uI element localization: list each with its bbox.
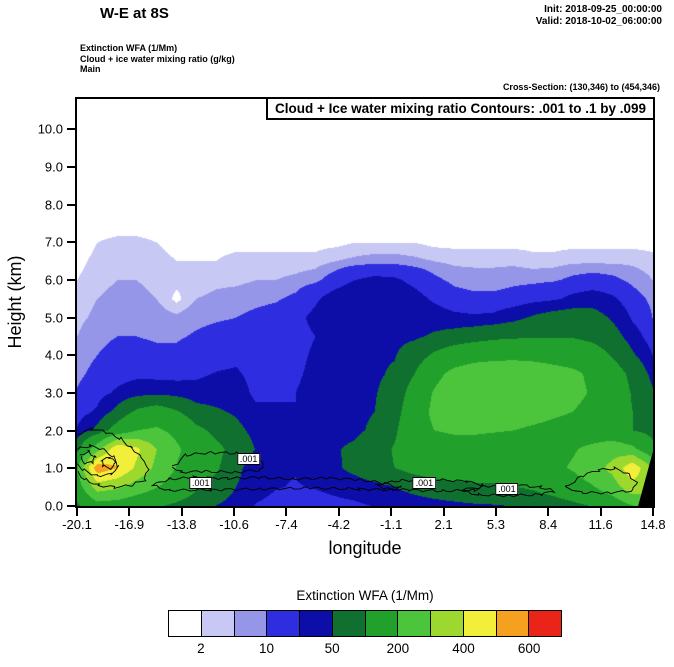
- x-tick-mark: [128, 508, 131, 516]
- y-tick-mark: [67, 203, 75, 206]
- y-tick-label: 6.0: [44, 272, 63, 288]
- y-tick-label: 0.0: [44, 498, 63, 514]
- colorbar-cell: [529, 611, 561, 636]
- y-tick-mark: [67, 316, 75, 319]
- colorbar-tick-label: 600: [517, 641, 541, 656]
- x-tick-mark: [494, 508, 497, 516]
- y-tick-mark: [67, 505, 75, 507]
- x-tick-mark: [442, 508, 445, 516]
- x-tick-label: 5.3: [486, 517, 505, 532]
- cloud-mixing-ratio-contour: [100, 456, 117, 470]
- x-tick-label: -7.4: [275, 517, 298, 532]
- y-axis-title: Height (km): [5, 255, 25, 349]
- x-tick-label: 11.6: [588, 517, 613, 532]
- y-tick-label: 3.0: [44, 385, 63, 401]
- y-tick-label: 4.0: [44, 347, 63, 363]
- colorbar-cell: [267, 611, 300, 636]
- cloud-mixing-ratio-contour: [564, 466, 639, 495]
- y-tick-mark: [67, 279, 75, 282]
- colorbar-cell: [365, 611, 399, 636]
- x-tick-label: -10.6: [219, 517, 249, 532]
- colorbar-tick-label: 2: [197, 641, 205, 656]
- y-tick-mark: [67, 392, 75, 395]
- cloud-mixing-ratio-contour: [77, 444, 120, 477]
- field-info: Extinction WFA (1/Mm) Cloud + ice water …: [80, 43, 235, 75]
- cloud-contour-value-label: .001: [412, 477, 437, 490]
- field-line-cloud-ice: Cloud + ice water mixing ratio (g/kg): [80, 53, 235, 64]
- cloud-contour-value-label: .001: [495, 483, 519, 496]
- cloud-mixing-ratio-contour: [151, 475, 402, 492]
- cloud-contour-value-label: .001: [236, 453, 261, 466]
- init-time: Init: 2018-09-25_00:00:00: [544, 4, 662, 15]
- cloud-contour-value-label: .001: [189, 477, 213, 490]
- y-tick-label: 8.0: [44, 197, 63, 213]
- x-tick-label: -4.2: [327, 517, 351, 532]
- colorbar-tick-label: 10: [258, 641, 275, 656]
- colorbar-cell: [169, 611, 202, 636]
- field-line-domain: Main: [80, 64, 101, 74]
- x-tick-mark: [76, 508, 78, 516]
- y-tick-mark: [67, 241, 75, 244]
- x-tick-label: 14.8: [640, 517, 666, 532]
- colorbar-cell: [332, 611, 366, 636]
- y-tick-label: 7.0: [44, 234, 63, 250]
- x-tick-label: -13.8: [166, 517, 197, 532]
- colorbar-title: Extinction WFA (1/Mm): [296, 588, 434, 603]
- y-tick-mark: [67, 128, 75, 131]
- run-times: Init: 2018-09-25_00:00:00 Valid: 2018-10…: [536, 4, 662, 28]
- cross-section-label: Cross-Section: (130,346) to (454,346): [502, 82, 660, 92]
- x-tick-label: 2.1: [434, 517, 453, 532]
- colorbar-tick-label: 200: [386, 641, 410, 656]
- x-tick-mark: [390, 508, 393, 516]
- y-tick-mark: [67, 467, 75, 470]
- x-tick-label: -16.9: [114, 517, 145, 532]
- page-title: W-E at 8S: [100, 5, 169, 22]
- x-axis-title: longitude: [328, 538, 402, 558]
- cloud-contour-overlay: [77, 427, 653, 506]
- filled-contour-canvas: [77, 99, 653, 506]
- x-tick-mark: [547, 508, 550, 516]
- y-tick-label: 2.0: [44, 423, 63, 439]
- y-tick-mark: [67, 429, 75, 432]
- y-tick-mark: [67, 166, 75, 169]
- colorbar-cell: [201, 611, 235, 636]
- x-tick-label: 8.4: [539, 517, 558, 532]
- x-tick-mark: [180, 508, 183, 516]
- colorbar-cell: [300, 611, 333, 636]
- terrain-silhouette: [638, 451, 653, 506]
- x-tick-mark: [285, 508, 288, 516]
- y-tick-label: 10.0: [37, 121, 63, 137]
- colorbar-cell: [234, 611, 268, 636]
- x-tick-mark: [652, 508, 654, 516]
- colorbar-cell: [398, 611, 431, 636]
- valid-time: Valid: 2018-10-02_06:00:00: [535, 16, 662, 27]
- x-tick-label: -1.1: [379, 517, 403, 532]
- plot-area: .001 .001 .001 .001 Cloud + Ice water mixin…: [75, 97, 655, 508]
- cloud-mixing-ratio-contour: [77, 427, 150, 490]
- x-tick-label: -20.1: [62, 517, 92, 532]
- cloud-mixing-ratio-contour: [79, 449, 97, 465]
- y-tick-mark: [67, 354, 75, 357]
- x-tick-mark: [599, 508, 602, 516]
- colorbar-tick-label: 400: [452, 641, 475, 656]
- y-tick-label: 9.0: [44, 159, 63, 175]
- x-tick-mark: [233, 508, 236, 516]
- colorbar: [168, 610, 562, 637]
- colorbar-cell: [463, 611, 497, 636]
- cloud-mixing-ratio-contour: [171, 451, 264, 474]
- cloud-mixing-ratio-contour: [462, 483, 556, 498]
- contour-info-box: Cloud + Ice water mixing ratio Contours:…: [266, 99, 653, 120]
- colorbar-cell: [496, 611, 530, 636]
- y-tick-label: 5.0: [44, 310, 63, 326]
- x-tick-mark: [337, 508, 340, 516]
- field-line-extinction: Extinction WFA (1/Mm): [80, 43, 178, 53]
- colorbar-tick-label: 50: [324, 641, 340, 656]
- colorbar-cell: [431, 611, 464, 636]
- y-tick-label: 1.0: [44, 460, 63, 476]
